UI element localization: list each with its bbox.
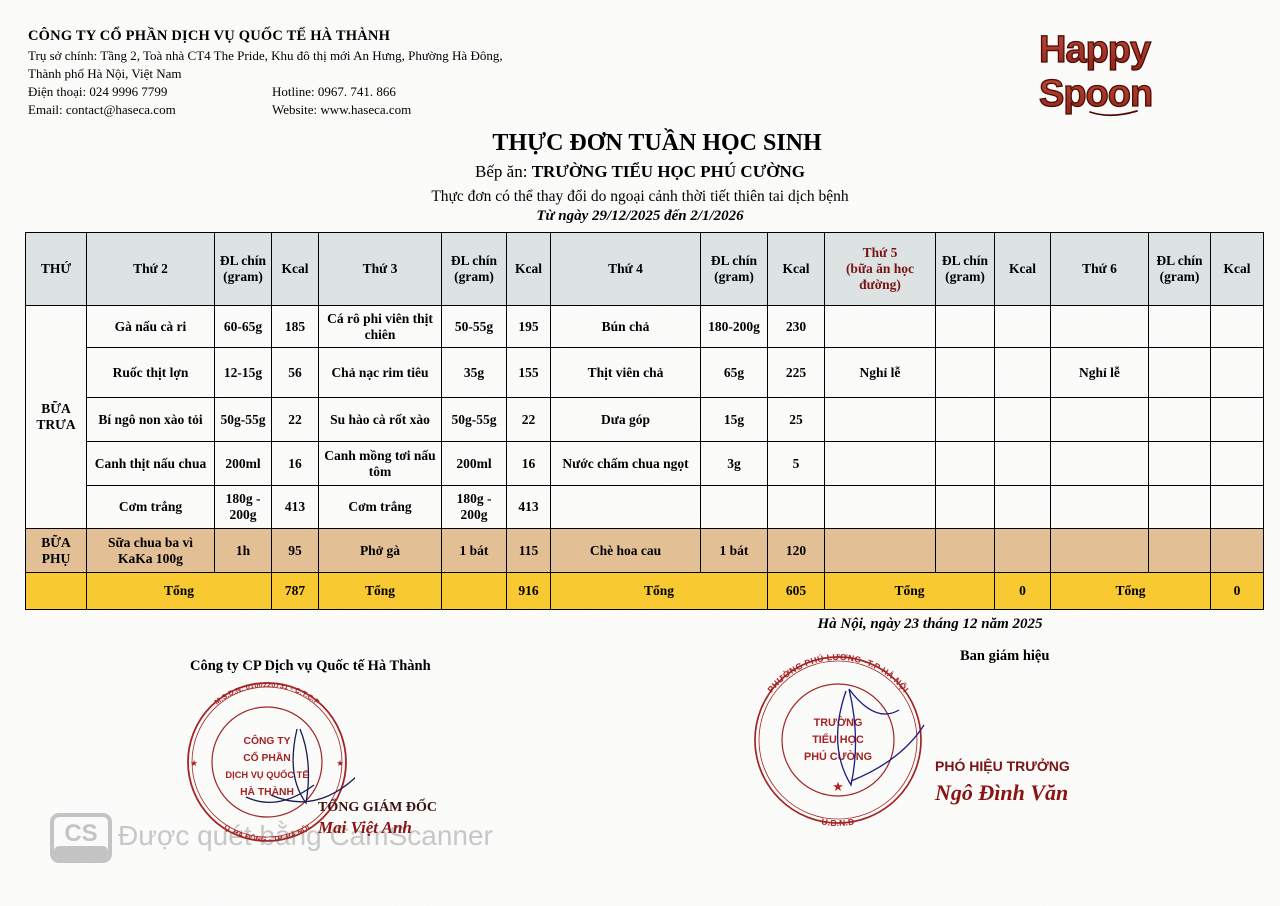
svg-text:Q. HÀ ĐÔNG - TP. HÀ NỘI: Q. HÀ ĐÔNG - TP. HÀ NỘI — [223, 822, 312, 843]
svg-text:CÔNG TY: CÔNG TY — [244, 734, 291, 747]
svg-text:U.B.N.D: U.B.N.D — [821, 816, 856, 828]
svg-text:DỊCH VỤ QUỐC TẾ: DỊCH VỤ QUỐC TẾ — [225, 769, 308, 780]
svg-text:CỔ PHẦN: CỔ PHẦN — [243, 751, 290, 764]
svg-text:CS: CS — [64, 820, 97, 847]
svg-text:Happy: Happy — [1039, 29, 1151, 71]
svg-text:HÀ THÀNH: HÀ THÀNH — [240, 785, 294, 798]
svg-text:★: ★ — [336, 758, 344, 768]
svg-text:★: ★ — [832, 779, 844, 794]
svg-text:★: ★ — [190, 758, 198, 768]
svg-text:Spoon: Spoon — [1039, 73, 1152, 115]
svg-text:M.S.D.N: 0100220731 - C.T.C.P: M.S.D.N: 0100220731 - C.T.C.P — [213, 680, 322, 707]
svg-text:PHÚ CƯỜNG: PHÚ CƯỜNG — [804, 750, 872, 763]
svg-text:PHƯỜNG PHÚ LƯƠNG -T.P HÀ NỘI: PHƯỜNG PHÚ LƯƠNG -T.P HÀ NỘI — [765, 652, 910, 694]
